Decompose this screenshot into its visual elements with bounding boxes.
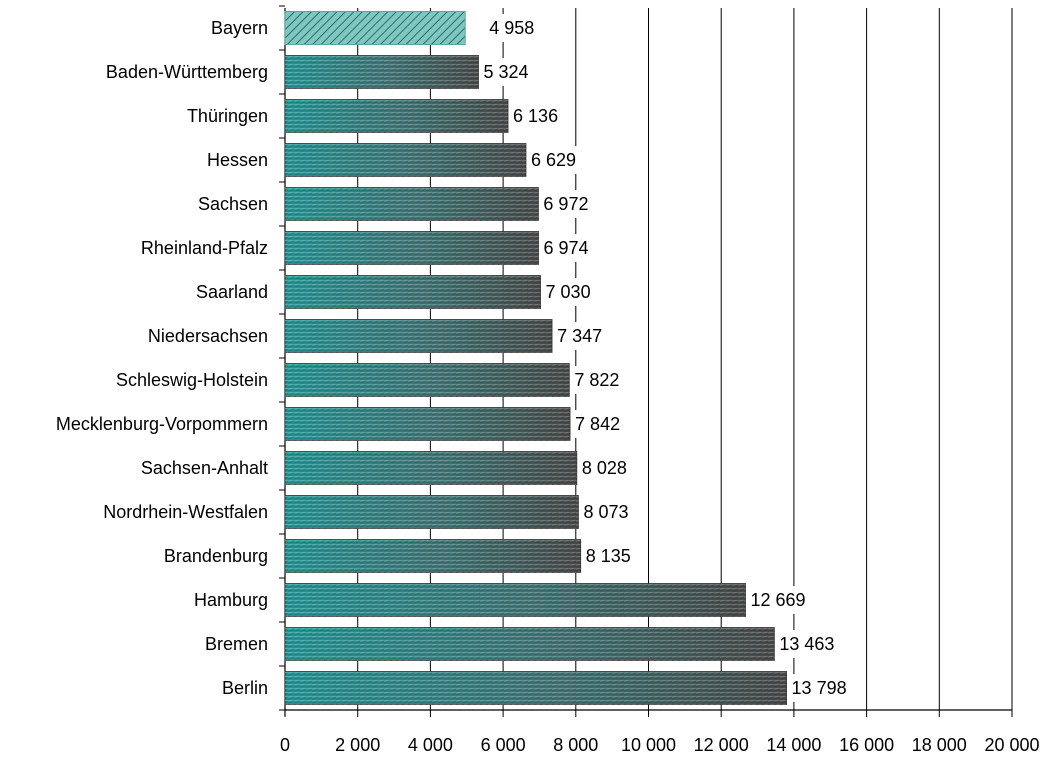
x-tick-label: 14 000 xyxy=(766,735,821,755)
bar-texture xyxy=(285,539,581,573)
bar-texture xyxy=(285,407,571,441)
bar-texture xyxy=(285,363,570,397)
category-label: Rheinland-Pfalz xyxy=(141,238,268,258)
value-label: 6 136 xyxy=(513,106,558,126)
value-label-background xyxy=(528,146,589,174)
value-label: 7 347 xyxy=(557,326,602,346)
value-label-background xyxy=(541,234,602,262)
x-tick-label: 8 000 xyxy=(553,735,598,755)
value-label: 13 463 xyxy=(779,634,834,654)
value-label: 13 798 xyxy=(792,678,847,698)
category-label: Sachsen xyxy=(198,194,268,214)
value-label-background xyxy=(555,322,616,350)
category-label: Saarland xyxy=(196,282,268,302)
value-label-background xyxy=(543,278,604,306)
category-label: Thüringen xyxy=(187,106,268,126)
x-tick-label: 20 000 xyxy=(984,735,1039,755)
category-label: Hessen xyxy=(207,150,268,170)
x-tick-label: 2 000 xyxy=(335,735,380,755)
category-label: Hamburg xyxy=(194,590,268,610)
category-label: Bremen xyxy=(205,634,268,654)
value-label: 7 842 xyxy=(575,414,620,434)
bar-texture xyxy=(285,231,539,265)
value-label: 6 972 xyxy=(543,194,588,214)
x-tick-label: 18 000 xyxy=(912,735,967,755)
x-tick-label: 4 000 xyxy=(408,735,453,755)
value-label-background xyxy=(487,14,548,42)
bar-texture xyxy=(285,495,579,529)
value-label-background xyxy=(579,454,640,482)
bar-texture xyxy=(285,187,539,221)
x-tick-label: 10 000 xyxy=(621,735,676,755)
bar-texture xyxy=(285,99,509,133)
value-label-background xyxy=(777,630,848,658)
value-label: 7 030 xyxy=(546,282,591,302)
bar-texture xyxy=(285,627,775,661)
x-tick-label: 12 000 xyxy=(694,735,749,755)
value-label: 8 135 xyxy=(586,546,631,566)
value-label: 12 669 xyxy=(751,590,806,610)
value-label: 7 822 xyxy=(574,370,619,390)
category-label: Berlin xyxy=(222,678,268,698)
category-label: Sachsen-Anhalt xyxy=(141,458,268,478)
bar-texture xyxy=(285,583,746,617)
category-label: Brandenburg xyxy=(164,546,268,566)
value-label-background xyxy=(573,410,634,438)
category-label: Mecklenburg-Vorpommern xyxy=(56,414,268,434)
value-label-background xyxy=(572,366,633,394)
bar-texture xyxy=(285,143,526,177)
value-label-background xyxy=(748,586,819,614)
x-tick-label: 6 000 xyxy=(481,735,526,755)
x-tick-label: 0 xyxy=(280,735,290,755)
value-label-background xyxy=(511,102,572,130)
value-label: 8 028 xyxy=(582,458,627,478)
value-label: 6 974 xyxy=(544,238,589,258)
bar-texture xyxy=(285,275,541,309)
category-label: Niedersachsen xyxy=(148,326,268,346)
value-label: 8 073 xyxy=(583,502,628,522)
bar-texture xyxy=(285,671,787,705)
value-label-background xyxy=(581,498,642,526)
bar-texture xyxy=(285,55,479,89)
category-label: Baden-Württemberg xyxy=(106,62,268,82)
value-label: 6 629 xyxy=(531,150,576,170)
value-label-background xyxy=(583,542,644,570)
x-tick-label: 16 000 xyxy=(839,735,894,755)
bar-texture xyxy=(285,319,553,353)
highlighted-bar xyxy=(284,11,466,45)
value-label: 5 324 xyxy=(484,62,529,82)
value-label-background xyxy=(789,674,860,702)
value-label-background xyxy=(541,190,602,218)
category-label: Bayern xyxy=(211,18,268,38)
value-label-background xyxy=(481,58,542,86)
bar-texture xyxy=(285,451,577,485)
category-label: Schleswig-Holstein xyxy=(116,370,268,390)
category-label: Nordrhein-Westfalen xyxy=(103,502,268,522)
value-label: 4 958 xyxy=(489,18,534,38)
